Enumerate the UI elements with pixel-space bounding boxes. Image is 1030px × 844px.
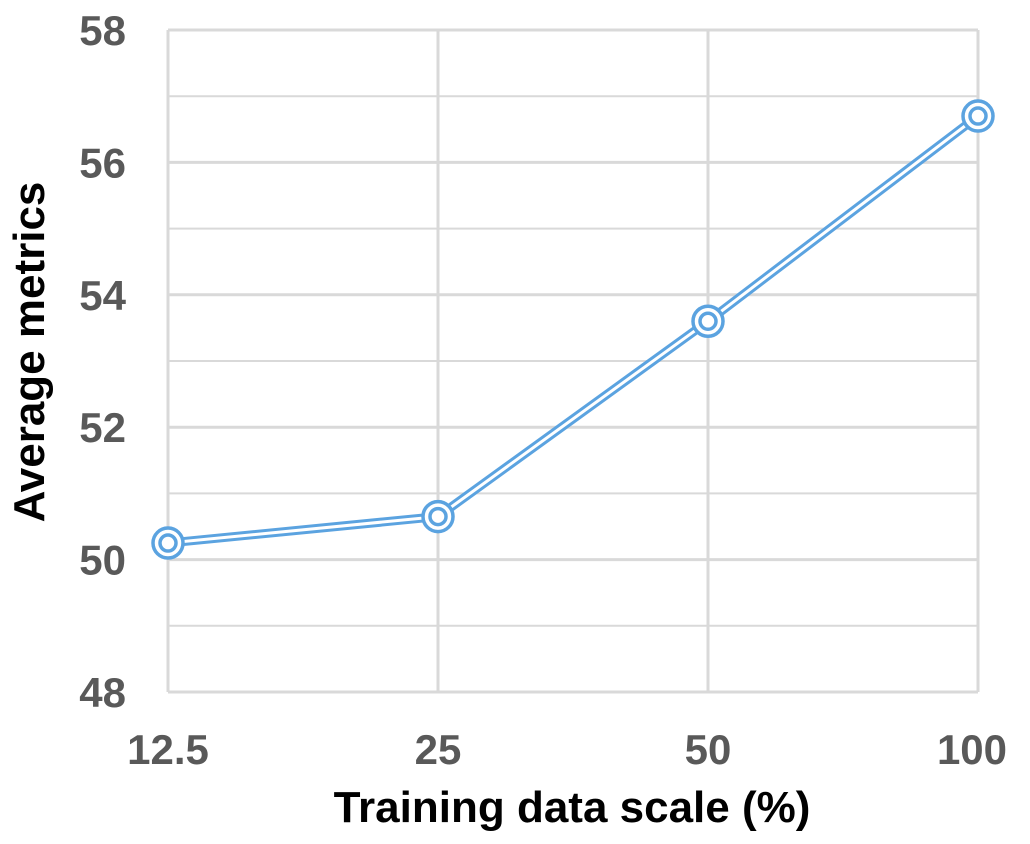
data-point-marker-inner [428, 506, 448, 527]
y-tick-label: 54 [79, 272, 126, 319]
series-line-outer [167, 112, 981, 548]
y-tick-label: 48 [79, 669, 126, 716]
grid-lines [166, 28, 980, 694]
series-group [151, 99, 995, 560]
x-tick-label: 12.5 [127, 726, 209, 773]
x-tick-label: 100 [937, 726, 1007, 773]
x-axis-title: Training data scale (%) [334, 783, 811, 832]
data-point-marker-inner [698, 311, 718, 332]
x-tick-labels: 12.5 25 50 100 [127, 726, 1007, 773]
data-point-marker-inner [968, 106, 988, 126]
data-point [421, 499, 455, 534]
y-tick-label: 52 [79, 404, 126, 451]
data-point-marker-inner [158, 533, 178, 553]
y-tick-labels: 48 50 52 54 56 58 [79, 7, 126, 716]
series-line-inner [167, 114, 979, 545]
y-axis-title: Average metrics [5, 182, 54, 523]
y-tick-label: 50 [79, 537, 126, 584]
y-tick-label: 56 [79, 139, 126, 186]
data-point [151, 526, 185, 560]
data-point [961, 99, 995, 133]
data-point [691, 304, 725, 339]
x-tick-label: 25 [415, 726, 462, 773]
y-tick-label: 58 [79, 7, 126, 54]
x-tick-label: 50 [685, 726, 732, 773]
